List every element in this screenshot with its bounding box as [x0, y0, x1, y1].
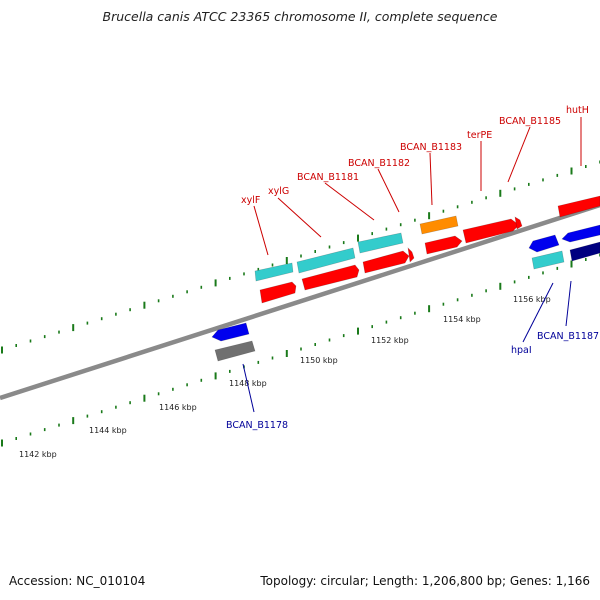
feature-blue-2[interactable] [561, 224, 600, 243]
gene-label-terPE[interactable]: terPE [467, 130, 492, 141]
scale-label: 1154 kbp [443, 315, 481, 324]
gene-label-xylG[interactable]: xylG [268, 186, 289, 197]
feature-red-1[interactable] [259, 281, 297, 304]
label-connectors [242, 117, 582, 413]
scale-labels: 1142 kbp 1144 kbp 1146 kbp 1148 kbp 1150… [19, 295, 551, 459]
accession-text: Accession: NC_010104 [9, 574, 146, 588]
gene-label-hutH[interactable]: hutH [566, 105, 589, 116]
map-title: Brucella canis ATCC 23365 chromosome II,… [102, 9, 498, 24]
feature-cyan-3[interactable] [357, 232, 404, 254]
scale-label: 1152 kbp [371, 336, 409, 345]
feature-blue-1[interactable] [528, 234, 560, 253]
gene-label-BCAN_B1182[interactable]: BCAN_B1182 [348, 158, 410, 169]
gene-label-BCAN_B1178[interactable]: BCAN_B1178 [226, 420, 288, 431]
gene-label-BCAN_B1185[interactable]: BCAN_B1185 [499, 116, 561, 127]
feature-orange[interactable] [419, 215, 459, 235]
gene-label-BCAN_B1183[interactable]: BCAN_B1183 [400, 142, 462, 153]
gene-features [211, 195, 600, 362]
scale-label: 1156 kbp [513, 295, 551, 304]
gene-label-BCAN_B1181[interactable]: BCAN_B1181 [297, 172, 359, 183]
gene-label-hpaI[interactable]: hpaI [511, 345, 532, 356]
gene-label-BCAN_B1187[interactable]: BCAN_B1187 [537, 331, 599, 342]
feature-red-7-tip[interactable] [514, 216, 523, 230]
feature-red-5[interactable] [424, 235, 463, 255]
feature-red-6[interactable] [462, 218, 520, 244]
feature-cyan-4[interactable] [531, 250, 565, 270]
scale-ticks [1, 160, 600, 447]
scale-label: 1144 kbp [89, 426, 127, 435]
scale-label: 1146 kbp [159, 403, 197, 412]
sequence-backbone [0, 202, 600, 401]
scale-label: 1142 kbp [19, 450, 57, 459]
feature-blue-BCAN_B1178[interactable] [211, 322, 250, 342]
scale-label: 1150 kbp [300, 356, 338, 365]
feature-red-hutH[interactable] [557, 195, 600, 218]
feature-red-3[interactable] [362, 250, 410, 274]
feature-darkblue[interactable] [569, 241, 600, 262]
feature-cyan-1[interactable] [254, 262, 294, 282]
feature-red-2[interactable] [301, 264, 360, 291]
genome-summary-text: Topology: circular; Length: 1,206,800 bp… [260, 574, 590, 588]
feature-gray[interactable] [214, 340, 256, 362]
gene-label-xylF[interactable]: xylF [241, 195, 260, 206]
feature-red-4-tip[interactable] [407, 247, 415, 263]
feature-cyan-2[interactable] [296, 247, 356, 274]
